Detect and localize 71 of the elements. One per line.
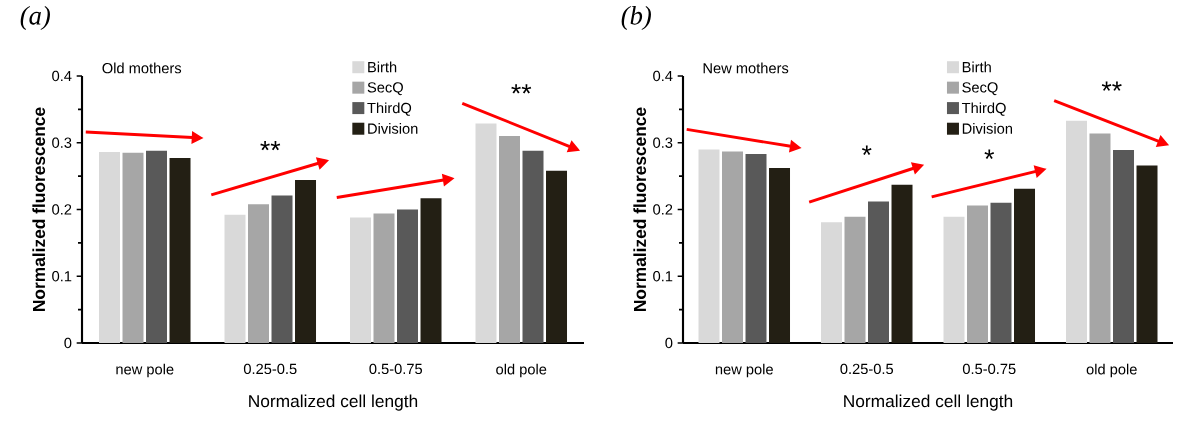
legend-label: Birth — [962, 61, 991, 73]
chart-subtitle: Old mothers — [102, 62, 182, 74]
bar — [122, 152, 144, 343]
bar — [522, 150, 544, 343]
bar — [967, 205, 988, 343]
y-tick-label: 0 — [665, 337, 673, 349]
y-tick-label: 0.2 — [653, 204, 673, 215]
bar — [295, 180, 317, 343]
bar — [499, 136, 520, 343]
bar — [722, 151, 743, 343]
legend-label: Birth — [368, 61, 397, 73]
bar — [745, 154, 767, 343]
bar — [990, 202, 1012, 343]
bar — [271, 195, 293, 343]
legend-label: SecQ — [367, 82, 403, 96]
x-tick-label: old pole — [1086, 363, 1137, 378]
x-tick-label: 0.25-0.5 — [840, 363, 894, 375]
bar — [349, 217, 371, 343]
bar — [99, 152, 120, 343]
x-tick-label: 0.5-0.75 — [369, 363, 423, 375]
annotation: * — [984, 149, 995, 159]
legend-label: ThirdQ — [961, 102, 1006, 116]
legend-label: SecQ — [962, 82, 998, 96]
annotation: * — [862, 145, 872, 155]
y-tick-label: 0.4 — [52, 70, 72, 82]
y-tick-label: 0.1 — [52, 271, 72, 282]
y-tick-label: 0.3 — [52, 137, 72, 148]
y-tick-label: 0.1 — [653, 271, 673, 282]
x-tick-label: new pole — [715, 363, 773, 378]
bar — [698, 149, 720, 343]
legend-label: Division — [962, 123, 1013, 134]
y-axis-title: Normalized fluorescence — [633, 107, 647, 311]
bar — [373, 213, 395, 343]
chart-title: (b) — [621, 5, 651, 31]
bar — [1113, 150, 1134, 343]
bar — [844, 216, 866, 343]
y-tick-label: 0.2 — [52, 204, 72, 215]
bar — [397, 209, 419, 343]
bar — [1065, 120, 1087, 343]
y-tick-label: 0.4 — [653, 70, 673, 82]
bar — [475, 123, 497, 343]
x-axis-title: Normalized cell length — [249, 394, 418, 411]
legend-label: ThirdQ — [367, 102, 412, 116]
bar — [943, 216, 965, 343]
x-tick-label: 0.25-0.5 — [243, 363, 297, 375]
bar — [248, 204, 269, 343]
bar — [868, 201, 890, 343]
bar — [1014, 188, 1036, 343]
x-axis-title: Normalized cell length — [844, 394, 1013, 411]
bar — [1136, 165, 1158, 343]
chart-title: (a) — [20, 5, 50, 31]
bar — [769, 168, 791, 343]
x-tick-label: old pole — [496, 363, 547, 378]
legend-label: Division — [368, 123, 418, 134]
annotation: ** — [1101, 81, 1122, 91]
annotation: ** — [511, 84, 532, 94]
bar — [1089, 133, 1111, 343]
bar — [169, 158, 191, 343]
bar — [146, 150, 168, 343]
y-axis-title: Normalized fluorescence — [32, 107, 46, 311]
x-tick-label: new pole — [116, 363, 174, 378]
bar — [891, 184, 913, 343]
chart-subtitle: New mothers — [703, 62, 789, 74]
bar — [420, 198, 442, 343]
annotation: ** — [260, 140, 281, 151]
x-tick-label: 0.5-0.75 — [962, 363, 1016, 375]
bar — [820, 222, 842, 343]
bar — [224, 214, 246, 343]
bar — [546, 170, 568, 343]
y-tick-label: 0.3 — [653, 137, 673, 148]
y-tick-label: 0 — [64, 337, 72, 349]
